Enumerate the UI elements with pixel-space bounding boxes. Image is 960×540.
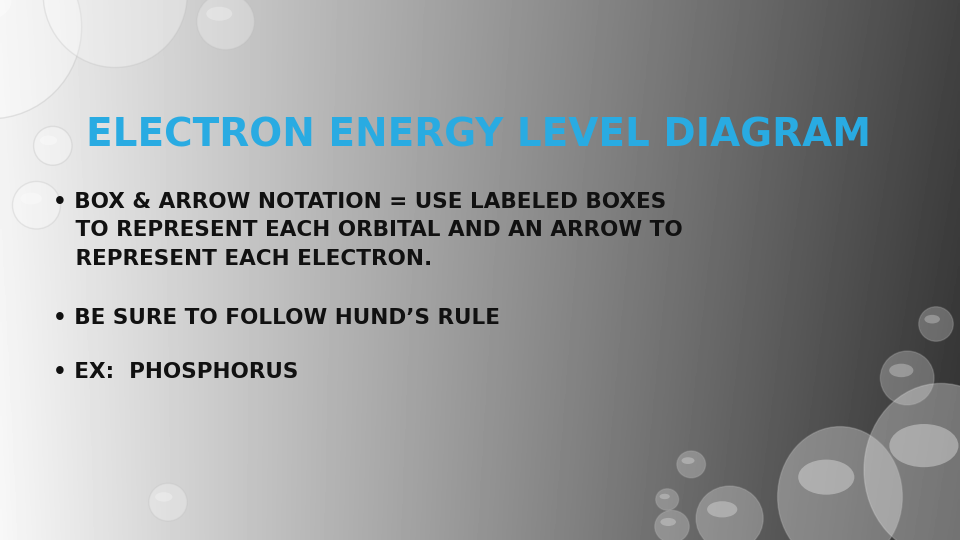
Ellipse shape (864, 383, 960, 540)
Ellipse shape (677, 451, 706, 478)
Ellipse shape (656, 489, 679, 510)
Ellipse shape (0, 0, 12, 24)
Ellipse shape (206, 6, 232, 21)
Text: • BOX & ARROW NOTATION = USE LABELED BOXES
   TO REPRESENT EACH ORBITAL AND AN A: • BOX & ARROW NOTATION = USE LABELED BOX… (53, 192, 683, 269)
Ellipse shape (40, 136, 58, 145)
Ellipse shape (682, 457, 694, 464)
Text: • EX:  PHOSPHORUS: • EX: PHOSPHORUS (53, 362, 299, 382)
Ellipse shape (20, 193, 42, 205)
Ellipse shape (43, 0, 187, 68)
Ellipse shape (889, 364, 913, 377)
Ellipse shape (660, 494, 670, 499)
Text: ELECTRON ENERGY LEVEL DIAGRAM: ELECTRON ENERGY LEVEL DIAGRAM (86, 116, 872, 154)
Ellipse shape (197, 0, 254, 50)
Ellipse shape (889, 424, 958, 467)
Ellipse shape (149, 483, 187, 521)
Ellipse shape (778, 427, 902, 540)
Ellipse shape (798, 460, 854, 495)
Ellipse shape (708, 501, 737, 517)
Ellipse shape (156, 492, 173, 502)
Ellipse shape (34, 126, 72, 165)
Ellipse shape (696, 486, 763, 540)
Ellipse shape (0, 0, 82, 119)
Text: • BE SURE TO FOLLOW HUND’S RULE: • BE SURE TO FOLLOW HUND’S RULE (53, 308, 500, 328)
Ellipse shape (660, 518, 676, 526)
Ellipse shape (655, 510, 689, 540)
Ellipse shape (924, 315, 940, 323)
Ellipse shape (12, 181, 60, 229)
Ellipse shape (919, 307, 953, 341)
Ellipse shape (880, 351, 934, 405)
